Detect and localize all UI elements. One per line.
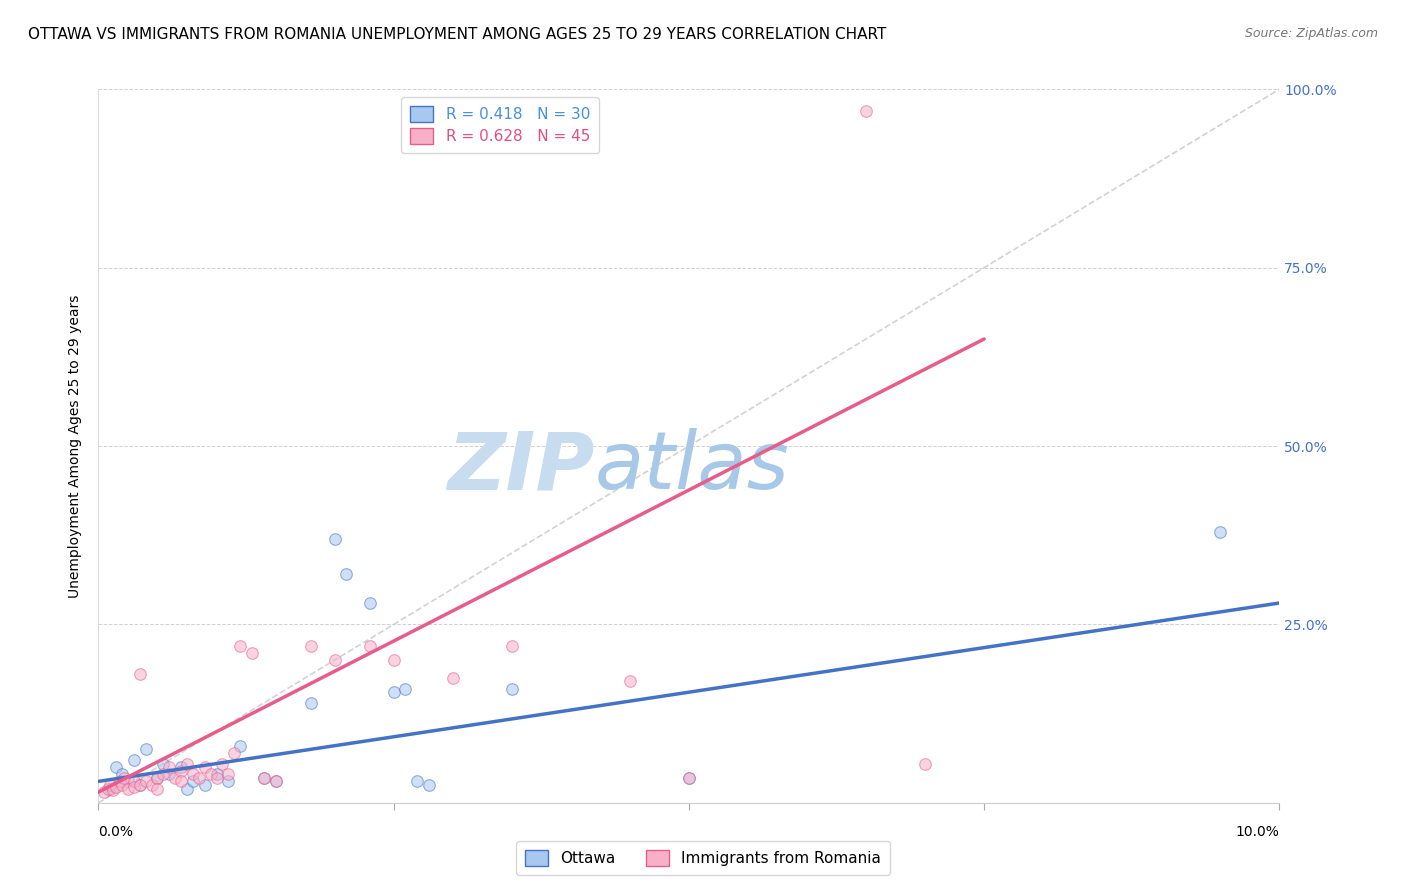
- Point: [264, 774, 287, 789]
- Point: [141, 778, 163, 792]
- Point: [117, 774, 139, 789]
- Text: OTTAWA VS IMMIGRANTS FROM ROMANIA UNEMPLOYMENT AMONG AGES 25 TO 29 YEARS CORRELA: OTTAWA VS IMMIGRANTS FROM ROMANIA UNEMPL…: [28, 27, 887, 42]
- Point: [418, 778, 440, 792]
- Point: [122, 753, 145, 767]
- Point: [678, 771, 700, 785]
- Point: [240, 646, 263, 660]
- Legend: R = 0.418   N = 30, R = 0.628   N = 45: R = 0.418 N = 30, R = 0.628 N = 45: [401, 97, 599, 153]
- Point: [111, 767, 134, 781]
- Point: [264, 774, 287, 789]
- Point: [105, 760, 128, 774]
- Point: [152, 767, 174, 781]
- Point: [111, 778, 134, 792]
- Point: [323, 532, 346, 546]
- Point: [323, 653, 346, 667]
- Point: [146, 771, 169, 785]
- Text: ZIP: ZIP: [447, 428, 595, 507]
- Point: [117, 781, 139, 796]
- Point: [253, 771, 276, 785]
- Point: [205, 771, 228, 785]
- Text: 0.0%: 0.0%: [98, 825, 134, 839]
- Point: [105, 780, 128, 794]
- Point: [152, 756, 174, 771]
- Point: [194, 778, 217, 792]
- Point: [1209, 524, 1232, 539]
- Point: [211, 756, 233, 771]
- Point: [229, 639, 252, 653]
- Point: [135, 742, 157, 756]
- Point: [501, 639, 523, 653]
- Point: [146, 771, 169, 785]
- Point: [359, 639, 381, 653]
- Point: [93, 785, 115, 799]
- Point: [501, 681, 523, 696]
- Point: [176, 781, 198, 796]
- Point: [217, 767, 239, 781]
- Point: [382, 653, 405, 667]
- Point: [382, 685, 405, 699]
- Point: [97, 781, 120, 796]
- Point: [146, 781, 169, 796]
- Point: [187, 771, 209, 785]
- Point: [441, 671, 464, 685]
- Point: [157, 760, 180, 774]
- Point: [914, 756, 936, 771]
- Point: [165, 771, 187, 785]
- Point: [112, 771, 135, 785]
- Point: [122, 774, 145, 789]
- Point: [98, 778, 121, 792]
- Point: [217, 774, 239, 789]
- Point: [229, 739, 252, 753]
- Point: [122, 780, 145, 794]
- Point: [394, 681, 416, 696]
- Point: [200, 767, 222, 781]
- Point: [128, 778, 150, 792]
- Point: [205, 767, 228, 781]
- Point: [101, 783, 124, 797]
- Point: [98, 781, 121, 796]
- Point: [406, 774, 429, 789]
- Text: 10.0%: 10.0%: [1236, 825, 1279, 839]
- Point: [176, 756, 198, 771]
- Point: [170, 764, 193, 778]
- Point: [194, 760, 217, 774]
- Point: [181, 774, 204, 789]
- Point: [108, 774, 131, 789]
- Text: atlas: atlas: [595, 428, 789, 507]
- Text: Source: ZipAtlas.com: Source: ZipAtlas.com: [1244, 27, 1378, 40]
- Point: [855, 103, 877, 118]
- Point: [619, 674, 641, 689]
- Point: [224, 746, 246, 760]
- Point: [359, 596, 381, 610]
- Legend: Ottawa, Immigrants from Romania: Ottawa, Immigrants from Romania: [516, 841, 890, 875]
- Point: [128, 667, 150, 681]
- Point: [170, 774, 193, 789]
- Point: [678, 771, 700, 785]
- Y-axis label: Unemployment Among Ages 25 to 29 years: Unemployment Among Ages 25 to 29 years: [69, 294, 83, 598]
- Point: [299, 639, 322, 653]
- Point: [253, 771, 276, 785]
- Point: [157, 767, 180, 781]
- Point: [335, 567, 357, 582]
- Point: [181, 767, 204, 781]
- Point: [170, 760, 193, 774]
- Point: [299, 696, 322, 710]
- Point: [135, 774, 157, 789]
- Point: [128, 778, 150, 792]
